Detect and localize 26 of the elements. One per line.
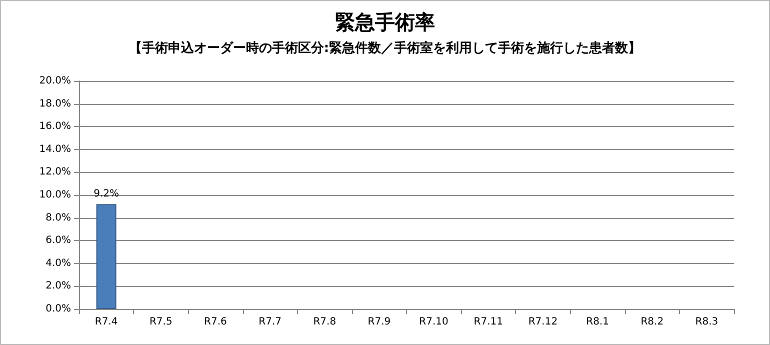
x-tick-label: R7.6 [204,316,227,328]
y-tick-label: 8.0% [46,212,71,224]
x-tick-label: R7.9 [368,316,391,328]
x-tick-label: R7.4 [94,316,118,328]
y-tick-label: 10.0% [39,190,71,200]
y-tick-label: 16.0% [39,121,71,132]
y-tick-label: 12.0% [39,166,71,178]
y-tick-label: 6.0% [46,235,71,246]
x-tick-label: R7.8 [313,316,336,328]
x-tick-label: R8.2 [640,316,664,328]
y-tick-label: 2.0% [46,280,71,292]
y-tick-label: 4.0% [46,258,71,269]
x-tick-label: R8.1 [586,316,609,328]
y-tick-label: 20.0% [39,76,71,86]
x-tick-label: R7.5 [149,316,172,328]
x-tick-label: R7.10 [419,316,448,328]
chart-title: 緊急手術率 [335,10,435,34]
y-tick-label: 0.0% [46,304,71,314]
y-tick-label: 14.0% [39,144,71,155]
data-label: 9.2% [94,188,119,200]
x-tick-label: R8.3 [695,316,718,328]
x-tick-label: R7.11 [474,316,503,328]
x-tick-label: R7.12 [528,316,558,328]
y-tick-label: 18.0% [39,98,71,110]
x-tick-label: R7.7 [258,316,282,328]
chart-subtitle: 【手術申込オーダー時の手術区分:緊急件数／手術室を利用して手術を施行した患者数】 [128,40,642,56]
